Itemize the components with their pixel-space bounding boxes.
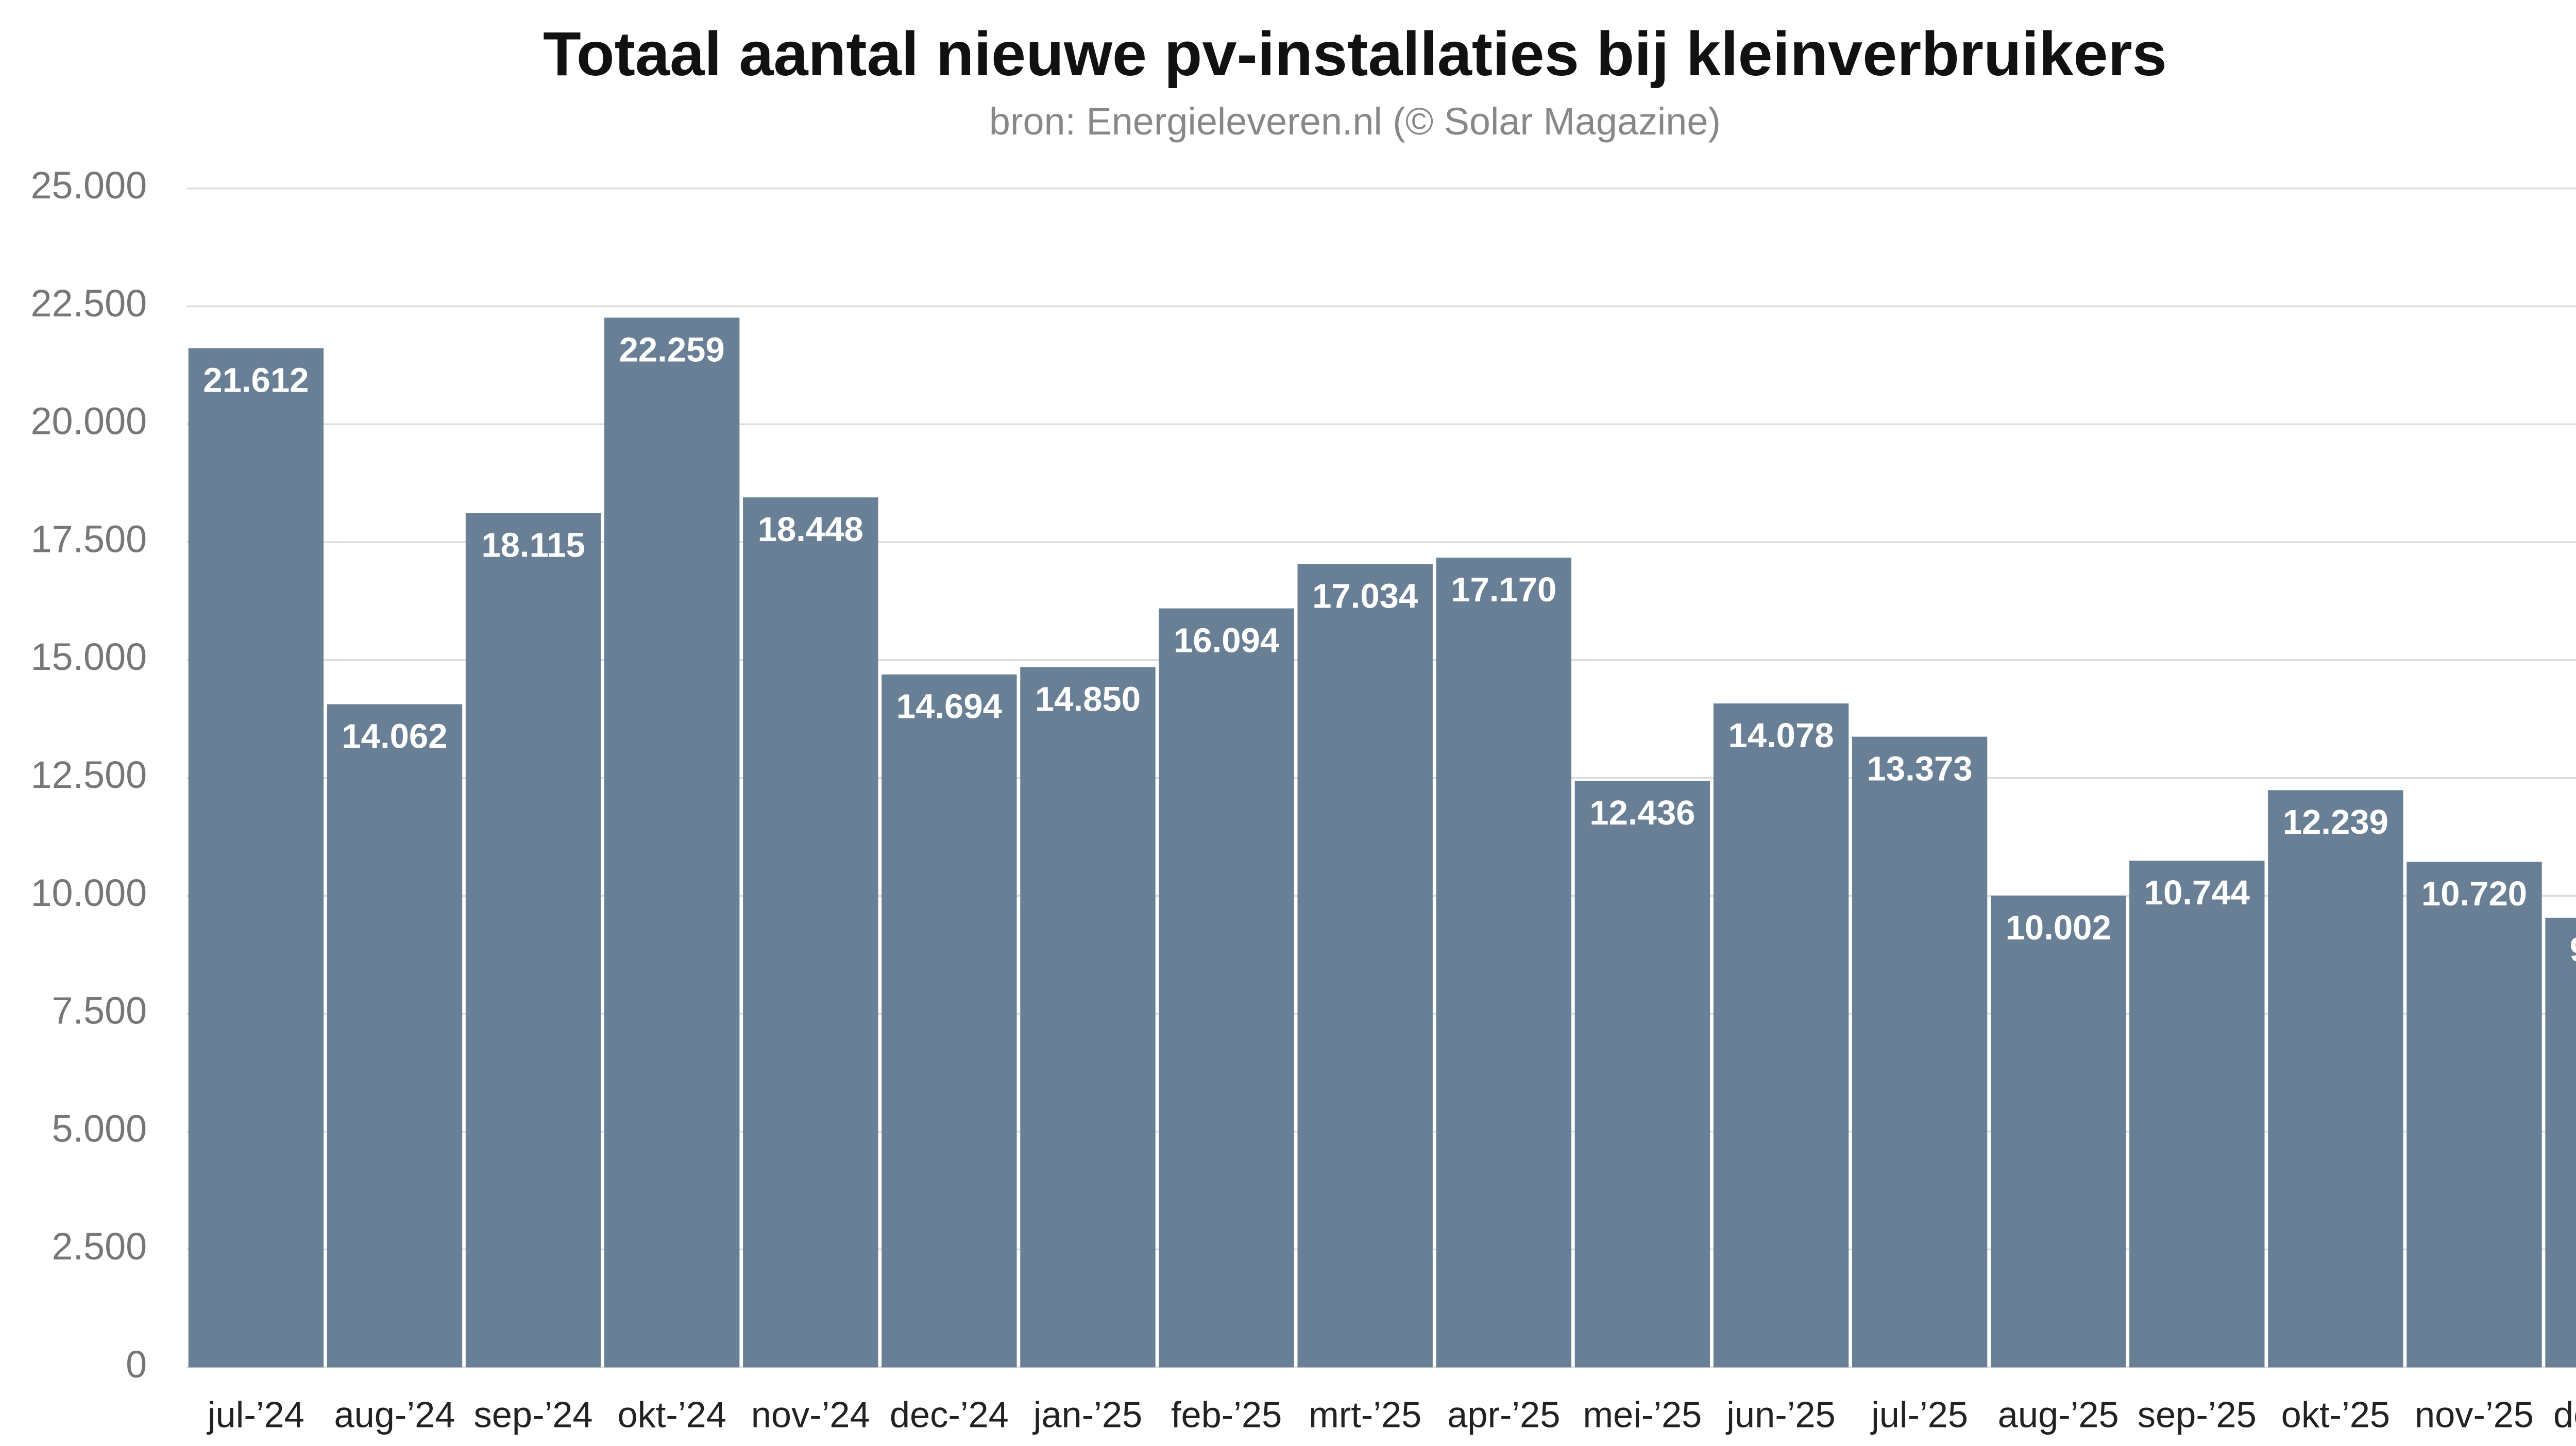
- bar: [1713, 703, 1849, 1368]
- value-label: 10.720: [2421, 875, 2527, 913]
- bar: [188, 348, 324, 1368]
- bar: [1020, 667, 1156, 1368]
- bar: [2545, 917, 2576, 1368]
- x-tick-label: jul-’24: [207, 1394, 304, 1435]
- x-tick-label: mrt-’25: [1309, 1394, 1421, 1435]
- bar: [1436, 558, 1571, 1368]
- x-tick-label: okt-’24: [617, 1394, 726, 1435]
- x-tick-label: aug-’24: [334, 1394, 455, 1435]
- bar: [2406, 862, 2542, 1368]
- x-tick-label: mei-’25: [1583, 1394, 1702, 1435]
- y-tick-label: 10.000: [30, 871, 147, 914]
- x-tick-label: dec-’25: [2553, 1394, 2576, 1435]
- bar: [465, 513, 601, 1368]
- bar: [604, 317, 740, 1368]
- bar: [1297, 564, 1433, 1368]
- value-label: 10.744: [2144, 873, 2250, 912]
- y-tick-label: 5.000: [52, 1107, 147, 1150]
- y-tick-label: 2.500: [52, 1225, 147, 1268]
- x-tick-label: sep-’24: [474, 1394, 593, 1435]
- y-tick-label: 0: [126, 1343, 147, 1386]
- bar: [1990, 896, 2126, 1368]
- bar: [327, 704, 463, 1368]
- value-label: 12.239: [2283, 803, 2388, 842]
- bar: [1852, 736, 1988, 1368]
- value-label: 18.115: [481, 526, 585, 564]
- x-tick-label: sep-’25: [2138, 1394, 2257, 1435]
- chart-title: Totaal aantal nieuwe pv-installaties bij…: [543, 19, 2167, 89]
- x-tick-label: jan-’25: [1032, 1394, 1142, 1435]
- x-tick-label: aug-’25: [1998, 1394, 2119, 1435]
- bar: [882, 674, 1017, 1368]
- x-tick-label: jun-’25: [1725, 1394, 1835, 1435]
- bar: [1574, 781, 1710, 1368]
- value-label: 22.259: [619, 330, 725, 369]
- value-label: 17.170: [1451, 570, 1556, 609]
- value-label: 14.078: [1728, 716, 1834, 755]
- x-tick-label: dec-’24: [890, 1394, 1009, 1435]
- value-label: 14.694: [896, 687, 1002, 726]
- value-label: 16.094: [1174, 621, 1279, 660]
- x-tick-label: feb-’25: [1171, 1394, 1282, 1435]
- chart-subtitle: bron: Energieleveren.nl (© Solar Magazin…: [989, 100, 1721, 143]
- x-tick-label: nov-’24: [751, 1394, 870, 1435]
- bar: [2268, 790, 2403, 1368]
- value-label: 14.850: [1035, 680, 1141, 718]
- value-label: 21.612: [203, 361, 309, 399]
- bar: [2129, 861, 2265, 1368]
- x-tick-label: apr-’25: [1447, 1394, 1560, 1435]
- x-tick-label: okt-’25: [2281, 1394, 2390, 1435]
- bar: [1159, 608, 1294, 1368]
- value-label: 13.373: [1867, 749, 1972, 788]
- x-tick-label: jul-’25: [1870, 1394, 1968, 1435]
- value-label: 9.535: [2570, 931, 2576, 969]
- value-label: 12.436: [1589, 794, 1695, 832]
- bar: [743, 497, 878, 1368]
- y-tick-label: 12.500: [30, 753, 147, 796]
- y-tick-label: 25.000: [30, 164, 147, 207]
- y-tick-label: 15.000: [30, 635, 147, 678]
- y-tick-label: 7.500: [52, 989, 147, 1032]
- value-label: 10.002: [2006, 909, 2111, 947]
- value-label: 14.062: [342, 717, 447, 755]
- y-tick-label: 20.000: [30, 400, 147, 443]
- y-tick-label: 17.500: [30, 517, 147, 560]
- value-label: 18.448: [758, 510, 863, 549]
- value-label: 17.034: [1312, 577, 1418, 615]
- x-tick-label: nov-’25: [2415, 1394, 2534, 1435]
- y-tick-label: 22.500: [30, 282, 147, 325]
